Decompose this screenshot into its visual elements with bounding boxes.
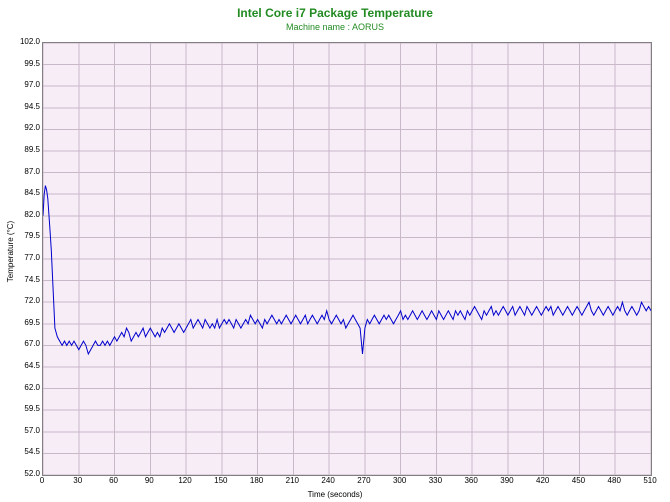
y-tick-label: 84.5	[14, 188, 40, 197]
x-tick-label: 270	[354, 476, 374, 485]
y-tick-label: 82.0	[14, 210, 40, 219]
x-tick-label: 300	[390, 476, 410, 485]
y-tick-label: 69.5	[14, 318, 40, 327]
y-tick-label: 64.5	[14, 361, 40, 370]
x-tick-label: 210	[282, 476, 302, 485]
y-tick-label: 67.0	[14, 339, 40, 348]
x-tick-label: 240	[318, 476, 338, 485]
y-tick-label: 72.0	[14, 296, 40, 305]
y-tick-label: 87.0	[14, 167, 40, 176]
y-tick-label: 99.5	[14, 59, 40, 68]
y-tick-label: 59.5	[14, 404, 40, 413]
x-tick-label: 450	[568, 476, 588, 485]
x-tick-label: 150	[211, 476, 231, 485]
x-tick-label: 90	[139, 476, 159, 485]
y-tick-label: 57.0	[14, 426, 40, 435]
y-tick-label: 54.5	[14, 447, 40, 456]
y-tick-label: 79.5	[14, 231, 40, 240]
chart-title: Intel Core i7 Package Temperature	[0, 0, 670, 20]
x-tick-label: 60	[104, 476, 124, 485]
x-tick-label: 510	[640, 476, 660, 485]
y-tick-label: 92.0	[14, 123, 40, 132]
y-tick-label: 77.0	[14, 253, 40, 262]
chart-subtitle: Machine name : AORUS	[0, 20, 670, 32]
x-tick-label: 330	[425, 476, 445, 485]
x-tick-label: 180	[247, 476, 267, 485]
x-tick-label: 420	[533, 476, 553, 485]
y-tick-label: 62.0	[14, 383, 40, 392]
y-tick-label: 74.5	[14, 275, 40, 284]
y-tick-label: 94.5	[14, 102, 40, 111]
x-axis-label: Time (seconds)	[0, 490, 670, 499]
y-tick-label: 89.5	[14, 145, 40, 154]
plot-svg	[43, 43, 651, 475]
y-tick-label: 97.0	[14, 80, 40, 89]
x-tick-label: 480	[604, 476, 624, 485]
y-tick-label: 52.0	[14, 469, 40, 478]
plot-area	[42, 42, 652, 476]
x-tick-label: 30	[68, 476, 88, 485]
x-tick-label: 360	[461, 476, 481, 485]
y-tick-label: 102.0	[14, 37, 40, 46]
x-tick-label: 120	[175, 476, 195, 485]
x-tick-label: 390	[497, 476, 517, 485]
chart-container: Intel Core i7 Package Temperature Machin…	[0, 0, 670, 502]
